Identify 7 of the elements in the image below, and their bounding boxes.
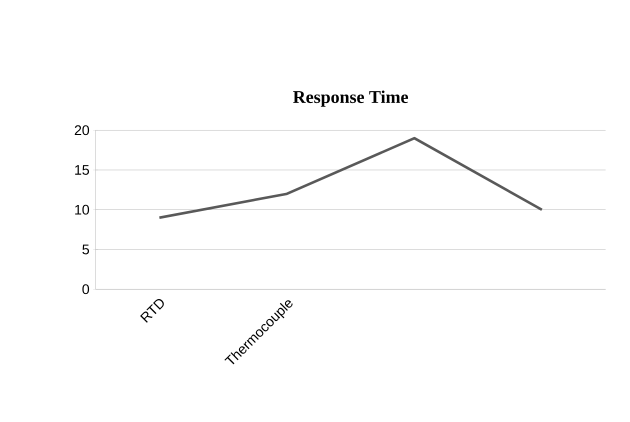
y-tick-label: 15 xyxy=(75,165,90,175)
y-tick-label: 0 xyxy=(82,284,90,294)
y-tick-label: 5 xyxy=(82,244,90,254)
line-series xyxy=(158,136,544,219)
chart-title: Response Time xyxy=(293,90,408,107)
y-tick-label: 20 xyxy=(74,125,90,136)
y-tick-label: 10 xyxy=(75,204,90,215)
